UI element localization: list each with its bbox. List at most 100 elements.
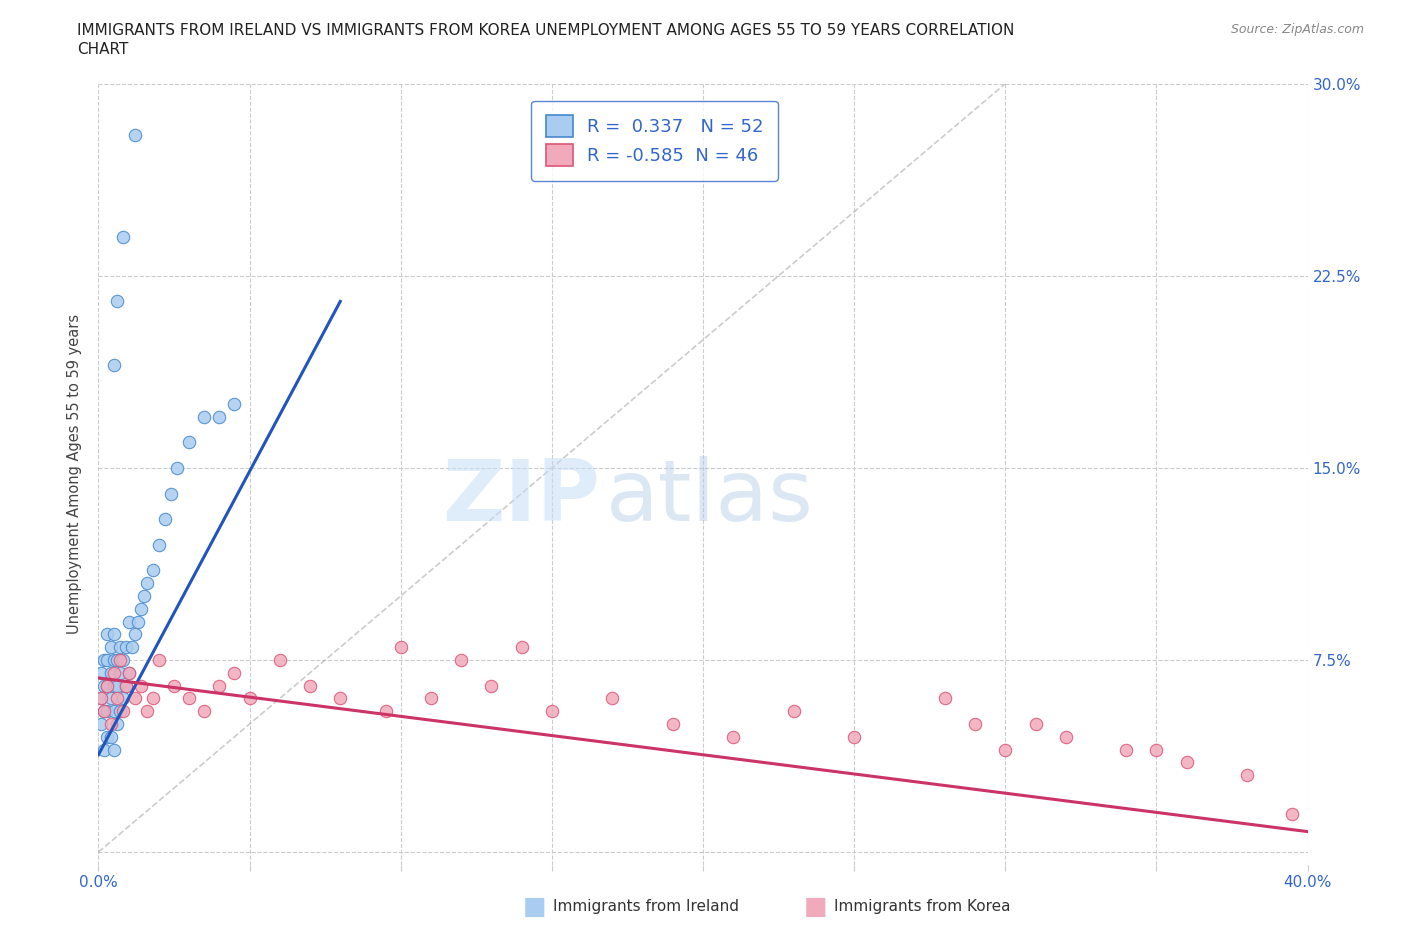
Point [124, 127, 146, 142]
Point [450, 653, 472, 668]
Point [142, 691, 165, 706]
Point [93, 704, 115, 719]
Point [118, 665, 141, 680]
Point [103, 704, 125, 719]
Point [103, 678, 125, 693]
Point [1144, 742, 1167, 757]
Point [510, 640, 533, 655]
Point [96, 704, 118, 719]
Point [111, 230, 134, 245]
Point [93, 742, 115, 757]
Point [105, 691, 128, 706]
Point [118, 614, 141, 629]
Point [602, 691, 624, 706]
Point [111, 653, 134, 668]
Point [105, 294, 128, 309]
Point [723, 729, 745, 744]
Point [93, 653, 115, 668]
Point [208, 409, 231, 424]
Point [135, 704, 157, 719]
Point [96, 678, 118, 693]
Point [153, 512, 176, 526]
Point [481, 678, 503, 693]
Point [420, 691, 443, 706]
Point [163, 678, 186, 693]
Point [96, 653, 118, 668]
Point [103, 742, 125, 757]
Point [124, 691, 146, 706]
Point [148, 538, 170, 552]
Point [239, 691, 262, 706]
Point [965, 717, 987, 732]
Point [103, 653, 125, 668]
Point [132, 589, 155, 604]
Point [96, 729, 118, 744]
Point [108, 665, 131, 680]
Point [193, 704, 215, 719]
Point [783, 704, 806, 719]
Text: CHART: CHART [77, 42, 129, 57]
Point [160, 486, 183, 501]
Text: ZIP: ZIP [443, 457, 600, 539]
Text: Immigrants from Korea: Immigrants from Korea [834, 899, 1011, 914]
Point [100, 691, 122, 706]
Point [108, 640, 131, 655]
Point [111, 691, 134, 706]
Point [540, 704, 562, 719]
Point [1054, 729, 1077, 744]
Point [121, 640, 143, 655]
Point [103, 358, 125, 373]
Point [114, 640, 136, 655]
Point [299, 678, 322, 693]
Legend: R =  0.337   N = 52, R = -0.585  N = 46: R = 0.337 N = 52, R = -0.585 N = 46 [531, 100, 778, 180]
Point [166, 460, 188, 475]
Point [111, 704, 134, 719]
Point [844, 729, 866, 744]
Point [90, 691, 112, 706]
Point [269, 653, 291, 668]
Point [934, 691, 956, 706]
Point [105, 653, 128, 668]
Point [100, 665, 122, 680]
Point [1281, 806, 1303, 821]
Point [114, 678, 136, 693]
Point [90, 665, 112, 680]
Point [105, 717, 128, 732]
Point [105, 678, 128, 693]
Point [127, 614, 149, 629]
Point [374, 704, 396, 719]
Text: ■: ■ [804, 895, 827, 919]
Y-axis label: Unemployment Among Ages 55 to 59 years: Unemployment Among Ages 55 to 59 years [67, 314, 83, 634]
Point [329, 691, 352, 706]
Text: Immigrants from Ireland: Immigrants from Ireland [553, 899, 738, 914]
Text: Source: ZipAtlas.com: Source: ZipAtlas.com [1230, 23, 1364, 36]
Point [135, 576, 157, 591]
Point [142, 563, 165, 578]
Point [224, 665, 246, 680]
Point [148, 653, 170, 668]
Text: atlas: atlas [606, 457, 814, 539]
Point [661, 717, 683, 732]
Point [103, 665, 125, 680]
Point [1236, 768, 1258, 783]
Point [129, 678, 152, 693]
Point [1115, 742, 1137, 757]
Point [994, 742, 1017, 757]
Point [90, 717, 112, 732]
Point [96, 627, 118, 642]
Point [114, 678, 136, 693]
Text: IMMIGRANTS FROM IRELAND VS IMMIGRANTS FROM KOREA UNEMPLOYMENT AMONG AGES 55 TO 5: IMMIGRANTS FROM IRELAND VS IMMIGRANTS FR… [77, 23, 1015, 38]
Point [179, 435, 201, 450]
Point [1024, 717, 1046, 732]
Point [129, 602, 152, 617]
Point [118, 665, 141, 680]
Point [1175, 755, 1198, 770]
Point [100, 640, 122, 655]
Point [96, 678, 118, 693]
Point [179, 691, 201, 706]
Point [103, 627, 125, 642]
Point [124, 627, 146, 642]
Point [100, 717, 122, 732]
Point [389, 640, 412, 655]
Point [93, 704, 115, 719]
